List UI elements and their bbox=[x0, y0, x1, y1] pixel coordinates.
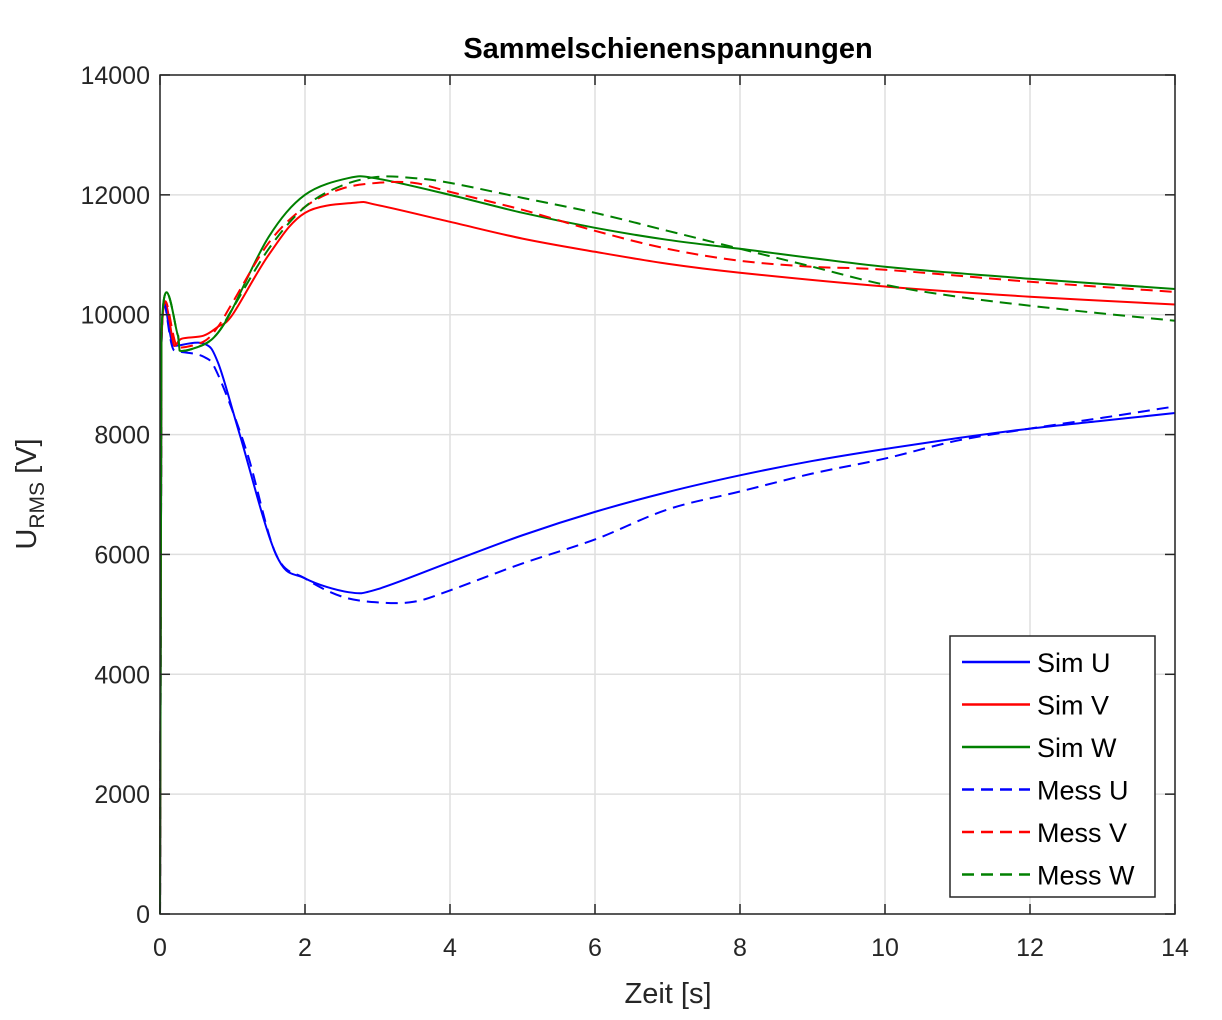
x-tick-label: 12 bbox=[1016, 934, 1044, 962]
x-tick-label: 10 bbox=[871, 934, 899, 962]
legend-label: Mess W bbox=[1037, 861, 1135, 891]
y-tick-label: 8000 bbox=[94, 422, 150, 450]
plot-frame bbox=[159, 74, 1176, 915]
legend-label: Mess U bbox=[1037, 776, 1129, 806]
y-label-unit: [V] bbox=[11, 438, 43, 482]
x-axis-label: Zeit [s] bbox=[624, 978, 711, 1010]
legend-label: Sim W bbox=[1037, 733, 1117, 763]
y-tick-label: 10000 bbox=[80, 302, 150, 330]
y-tick-label: 4000 bbox=[94, 661, 150, 689]
x-tick-label: 6 bbox=[588, 934, 602, 962]
y-tick-label: 14000 bbox=[80, 62, 150, 90]
x-tick-label: 2 bbox=[298, 934, 312, 962]
y-tick-label: 12000 bbox=[80, 182, 150, 210]
y-tick-label: 6000 bbox=[94, 541, 150, 569]
legend-box bbox=[949, 635, 1156, 898]
legend-label: Mess V bbox=[1037, 818, 1127, 848]
legend: Sim U Sim V Sim W Mess U Mess V Mess W bbox=[949, 635, 1156, 898]
x-tick-label: 14 bbox=[1161, 934, 1189, 962]
x-tick-label: 0 bbox=[153, 934, 167, 962]
y-axis-label: URMS [V] bbox=[11, 438, 49, 549]
series-line-mess-u bbox=[159, 303, 1176, 915]
legend-label: Sim V bbox=[1037, 691, 1109, 721]
series-line-mess-w bbox=[159, 175, 1176, 915]
chart-title: Sammelschienenspannungen bbox=[463, 33, 872, 65]
legend-label: Sim U bbox=[1037, 648, 1111, 678]
x-tick-label: 8 bbox=[733, 934, 747, 962]
y-tick-label: 0 bbox=[136, 901, 150, 929]
y-tick-label: 2000 bbox=[94, 781, 150, 809]
y-label-subscript: RMS bbox=[26, 482, 49, 529]
series-lines bbox=[159, 175, 1176, 915]
series-line-sim-v bbox=[159, 200, 1176, 915]
x-tick-label: 4 bbox=[443, 934, 457, 962]
ticks: 0 2 4 6 8 10 12 14 0 2000 4000 6000 8000 10000 12000 14… bbox=[80, 62, 1189, 962]
y-label-main: U bbox=[11, 529, 43, 550]
series-line-sim-u bbox=[159, 301, 1176, 915]
